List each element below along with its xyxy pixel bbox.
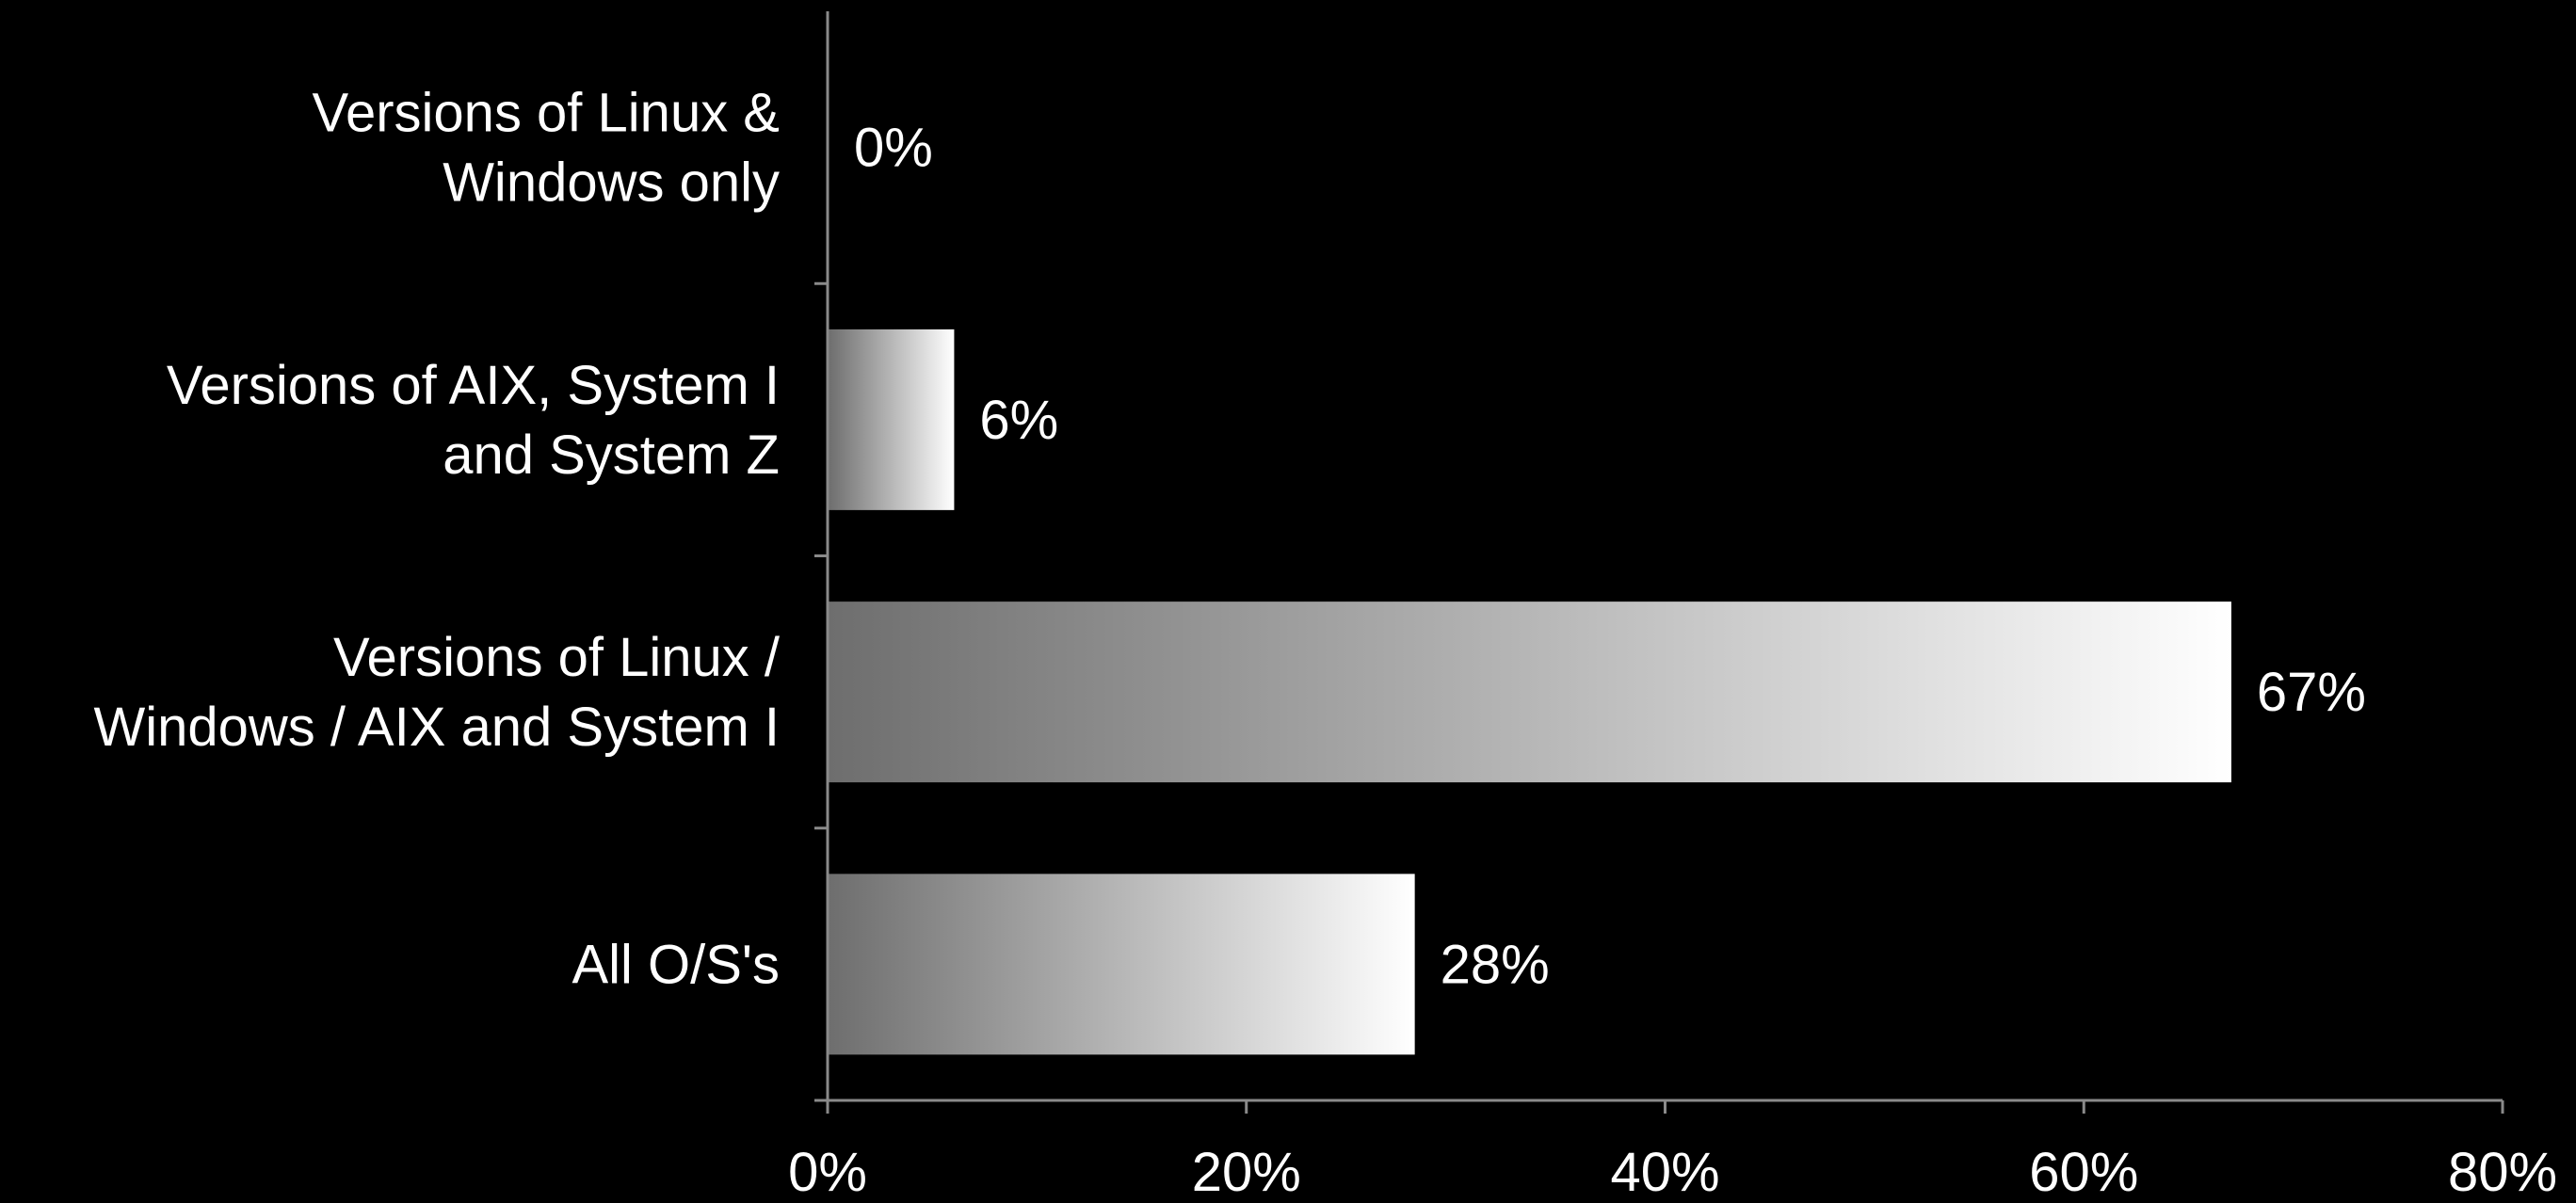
category-label-3: Versions of Linux / Windows / AIX and Sys… — [93, 627, 780, 758]
value-label-4: 28% — [1441, 934, 1550, 995]
value-label-1: 0% — [854, 118, 933, 179]
bar-4 — [829, 874, 1415, 1055]
value-label-3: 67% — [2257, 662, 2366, 723]
bar-3 — [829, 602, 2231, 783]
x-tick-label-1: 0% — [788, 1142, 867, 1198]
category-label-4: All O/S's — [572, 934, 780, 995]
bars-layer — [829, 329, 2231, 1055]
x-tick-label-4: 60% — [2029, 1142, 2138, 1198]
x-tick-label-2: 20% — [1192, 1142, 1301, 1198]
x-tick-label-3: 40% — [1610, 1142, 1719, 1198]
value-label-2: 6% — [979, 390, 1058, 451]
x-tick-label-5: 80% — [2448, 1142, 2557, 1198]
labels-layer: 0% Versions of Linux & Windows only 6% Versi… — [93, 83, 2557, 1203]
bar-2 — [829, 329, 955, 510]
axis-layer — [814, 11, 2504, 1114]
category-label-1: Versions of Linux & Windows only — [312, 83, 780, 214]
